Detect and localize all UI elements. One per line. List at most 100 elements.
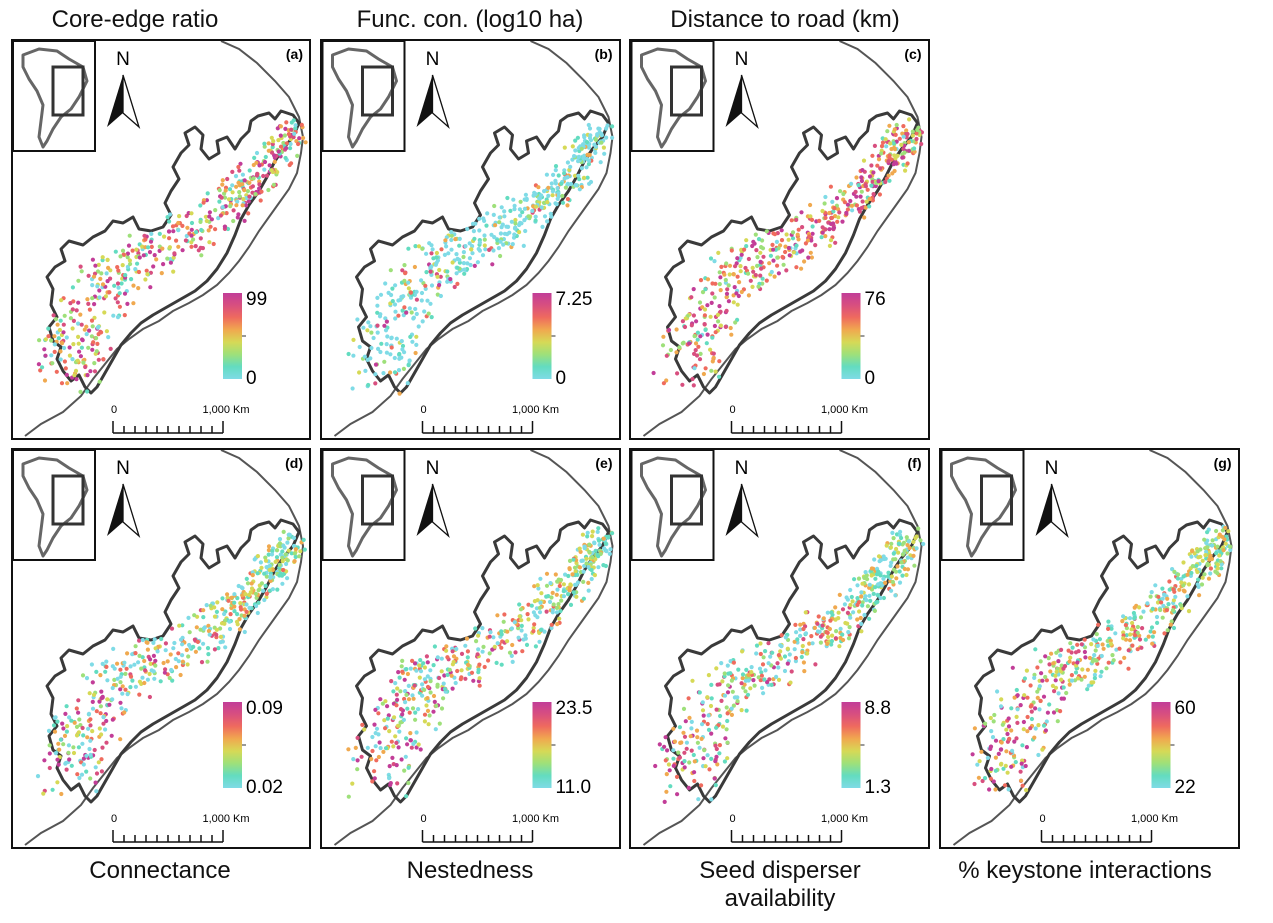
color-legend: 76 0 <box>841 289 886 389</box>
site-points <box>35 529 307 797</box>
south-america-inset-icon <box>941 450 1025 561</box>
color-legend: 99 0 <box>223 289 267 389</box>
north-arrow-icon: N <box>416 49 450 129</box>
caption-keystone-interactions: % keystone interactions <box>958 857 1212 884</box>
north-arrow-icon: N <box>107 49 141 129</box>
atlantic-forest-outline <box>664 109 919 395</box>
map-panel-d: N (d) 0.09 0.02 0 1,000 Km <box>11 448 311 849</box>
scale-bar: 0 1,000 Km <box>729 813 868 843</box>
south-america-inset-icon <box>322 450 406 561</box>
north-arrow-icon: N <box>725 49 759 129</box>
svg-text:N: N <box>426 458 440 479</box>
caption-distance-to-road: Distance to road (km) <box>670 6 900 33</box>
north-arrow-icon: N <box>1035 458 1069 538</box>
scale-bar: 0 1,000 Km <box>111 813 250 843</box>
scale-bar: 0 1,000 Km <box>729 404 868 434</box>
panel-letter: (d) <box>285 455 303 471</box>
caption-seed-disperser-line2: availability <box>724 885 836 912</box>
map-canvas: N (b) 7.25 0 0 1,000 Km <box>322 41 615 437</box>
coastline <box>24 41 305 437</box>
legend-max-label: 8.8 <box>865 698 891 719</box>
scale-bar: 0 1,000 Km <box>420 404 559 434</box>
atlantic-forest-outline <box>45 109 301 395</box>
svg-text:0: 0 <box>420 404 426 416</box>
south-america-inset-icon <box>631 41 715 152</box>
svg-text:1,000 Km: 1,000 Km <box>512 813 559 825</box>
site-points <box>653 526 926 804</box>
panel-letter: (f) <box>908 455 922 471</box>
atlantic-forest-outline <box>664 518 919 804</box>
south-america-inset-icon <box>322 41 406 152</box>
coastline <box>24 450 305 846</box>
svg-text:N: N <box>735 49 749 70</box>
svg-text:0: 0 <box>111 813 117 825</box>
legend-min-label: 0 <box>246 368 257 389</box>
coastline <box>642 41 923 437</box>
site-points <box>651 117 924 388</box>
legend-max-label: 99 <box>246 289 267 310</box>
scale-bar: 0 1,000 Km <box>1039 813 1178 843</box>
scale-bar: 0 1,000 Km <box>111 404 250 434</box>
legend-min-label: 0 <box>865 368 876 389</box>
map-panel-e: N (e) 23.5 11.0 0 1,000 Km <box>320 448 621 849</box>
caption-core-edge-ratio: Core-edge ratio <box>51 6 219 33</box>
north-arrow-icon: N <box>725 458 759 538</box>
color-legend: 60 22 <box>1151 698 1196 798</box>
caption-nestedness: Nestedness <box>406 857 534 884</box>
map-canvas: N (e) 23.5 11.0 0 1,000 Km <box>322 450 615 846</box>
map-panel-b: N (b) 7.25 0 0 1,000 Km <box>320 39 621 440</box>
map-panel-c: N (c) 76 0 0 1,000 Km <box>629 39 930 440</box>
site-points <box>970 524 1233 793</box>
panel-letter: (b) <box>595 46 613 62</box>
svg-text:0: 0 <box>111 404 117 416</box>
svg-text:N: N <box>735 458 749 479</box>
map-canvas: N (a) 99 0 0 1,000 Km <box>13 41 308 437</box>
svg-text:N: N <box>116 458 130 479</box>
svg-text:1,000 Km: 1,000 Km <box>821 813 868 825</box>
map-panel-a: N (a) 99 0 0 1,000 Km <box>11 39 311 440</box>
legend-min-label: 1.3 <box>865 777 891 798</box>
map-panel-f: N (f) 8.8 1.3 0 1,000 Km <box>629 448 930 849</box>
caption-seed-disperser-line1: Seed disperser <box>699 857 861 884</box>
panel-letter: (e) <box>595 455 612 471</box>
south-america-inset-icon <box>631 450 715 561</box>
color-legend: 8.8 1.3 <box>841 698 891 798</box>
legend-min-label: 0.02 <box>246 777 283 798</box>
svg-text:1,000 Km: 1,000 Km <box>512 404 559 416</box>
svg-text:0: 0 <box>420 813 426 825</box>
panel-letter: (a) <box>286 46 303 62</box>
legend-max-label: 0.09 <box>246 698 283 719</box>
coastline <box>333 41 614 437</box>
site-points <box>346 526 615 799</box>
caption-connectance: Connectance <box>89 857 231 884</box>
legend-max-label: 76 <box>865 289 886 310</box>
panel-letter: (c) <box>904 46 921 62</box>
site-points <box>36 118 308 394</box>
coastline <box>642 450 923 846</box>
site-points <box>346 122 615 396</box>
south-america-inset-icon <box>13 41 96 152</box>
svg-text:1,000 Km: 1,000 Km <box>202 404 249 416</box>
legend-max-label: 23.5 <box>556 698 593 719</box>
legend-max-label: 60 <box>1175 698 1196 719</box>
map-canvas: N (c) 76 0 0 1,000 Km <box>631 41 924 437</box>
legend-min-label: 22 <box>1175 777 1196 798</box>
svg-text:1,000 Km: 1,000 Km <box>202 813 249 825</box>
legend-max-label: 7.25 <box>556 289 593 310</box>
coastline <box>333 450 614 846</box>
svg-text:0: 0 <box>1039 813 1045 825</box>
svg-text:N: N <box>426 49 440 70</box>
panel-letter: (g) <box>1214 455 1232 471</box>
color-legend: 23.5 11.0 <box>532 698 593 798</box>
scale-bar: 0 1,000 Km <box>420 813 559 843</box>
north-arrow-icon: N <box>416 458 450 538</box>
color-legend: 0.09 0.02 <box>223 698 283 798</box>
color-legend: 7.25 0 <box>532 289 593 389</box>
south-america-inset-icon <box>13 450 96 561</box>
atlantic-forest-outline <box>355 109 610 395</box>
map-canvas: N (d) 0.09 0.02 0 1,000 Km <box>13 450 307 846</box>
map-canvas: N (f) 8.8 1.3 0 1,000 Km <box>631 450 926 846</box>
caption-func-con: Func. con. (log10 ha) <box>356 6 584 33</box>
legend-min-label: 11.0 <box>556 777 592 798</box>
map-canvas: N (g) 60 22 0 1,000 Km <box>941 450 1233 846</box>
